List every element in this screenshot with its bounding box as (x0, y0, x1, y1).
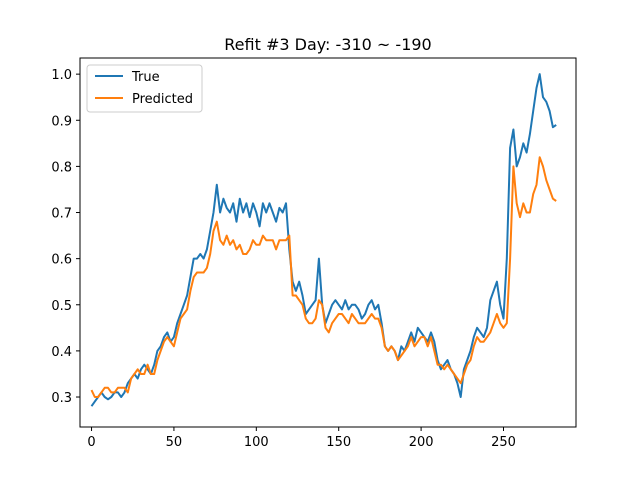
x-tick-label: 0 (87, 435, 95, 450)
y-tick-label: 0.4 (51, 345, 72, 360)
x-tick-label: 100 (244, 435, 269, 450)
series-line-predicted (90, 156, 557, 398)
series-layer (90, 73, 557, 407)
x-tick-label: 50 (166, 435, 183, 450)
x-tick-label: 250 (491, 435, 516, 450)
y-tick-label: 0.3 (51, 391, 72, 406)
y-tick-label: 0.5 (51, 299, 72, 314)
y-tick-label: 0.8 (51, 160, 72, 175)
y-tick-label: 0.7 (51, 207, 72, 222)
legend-true-label: True (131, 70, 160, 85)
y-tick-label: 0.6 (51, 253, 72, 268)
y-tick-label: 1.0 (51, 68, 72, 83)
legend-predicted-label: Predicted (132, 92, 193, 107)
series-line-true (90, 73, 557, 407)
chart-title: Refit #3 Day: -310 ~ -190 (224, 35, 431, 54)
axes-frame (79, 57, 577, 428)
x-tick-label: 150 (326, 435, 351, 450)
y-tick-label: 0.9 (51, 114, 72, 129)
legend: True Predicted (86, 64, 203, 113)
x-tick-label: 200 (409, 435, 434, 450)
ticks-layer: 0 50 100 150 200 250 0.3 0.4 0.5 0.6 0.7 0.8 0.9 1.0 (51, 68, 516, 450)
